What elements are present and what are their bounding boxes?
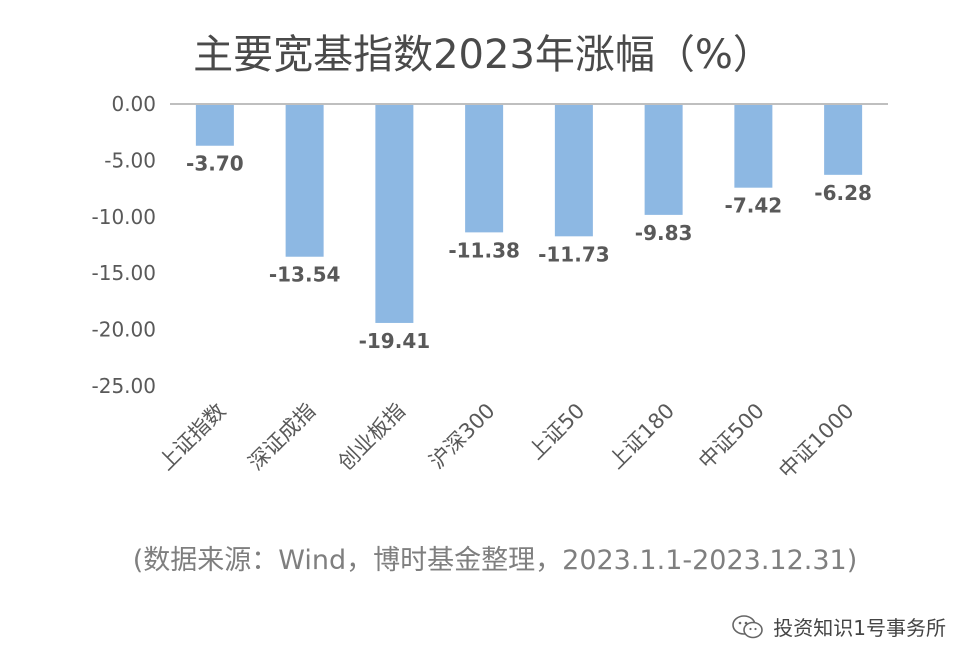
y-tick-label: 0.00 <box>111 92 156 116</box>
y-tick-label: -15.00 <box>92 261 156 285</box>
x-tick-label: 创业板指 <box>334 399 410 475</box>
y-axis-ticks: 0.00 -5.00 -10.00 -15.00 -20.00 -25.00 <box>92 92 156 398</box>
bar <box>824 104 863 175</box>
watermark-text: 投资知识1号事务所 <box>773 616 946 640</box>
x-tick-label: 上证指数 <box>154 399 230 475</box>
x-tick-label: 上证50 <box>524 399 590 465</box>
data-label: -11.73 <box>538 242 610 266</box>
x-tick-label: 中证1000 <box>774 399 858 483</box>
wechat-icon <box>732 614 764 638</box>
data-label: -3.70 <box>186 152 244 176</box>
watermark: 投资知识1号事务所 <box>731 612 946 641</box>
chart-title: 主要宽基指数2023年涨幅（%） <box>193 32 773 78</box>
bar <box>465 104 504 233</box>
data-label: -7.42 <box>725 194 783 218</box>
bars <box>195 104 863 323</box>
data-label: -19.41 <box>359 329 431 353</box>
bar <box>734 104 773 188</box>
x-tick-label: 中证500 <box>694 399 769 474</box>
data-label: -9.83 <box>635 221 693 245</box>
x-tick-label: 深证成指 <box>244 399 320 475</box>
y-tick-label: -25.00 <box>92 374 156 398</box>
data-label: -13.54 <box>269 263 341 287</box>
bar <box>644 104 683 215</box>
bar <box>554 104 593 237</box>
source-note: (数据来源：Wind，博时基金整理，2023.1.1-2023.12.31) <box>132 545 858 576</box>
bar <box>195 104 234 146</box>
x-axis-labels: 上证指数 深证成指 创业板指 沪深300 上证50 上证180 中证500 中证1000 <box>154 399 859 483</box>
x-tick-label: 沪深300 <box>425 399 500 474</box>
x-tick-label: 上证180 <box>604 399 679 474</box>
bar <box>285 104 324 257</box>
data-labels: -3.70 -13.54 -19.41 -11.38 -11.73 -9.83 -7.42 -… <box>186 152 872 353</box>
data-label: -11.38 <box>448 238 520 262</box>
bar <box>375 104 414 323</box>
y-tick-label: -5.00 <box>104 148 156 172</box>
y-tick-label: -10.00 <box>92 205 156 229</box>
data-label: -6.28 <box>814 181 872 205</box>
y-tick-label: -20.00 <box>92 318 156 342</box>
